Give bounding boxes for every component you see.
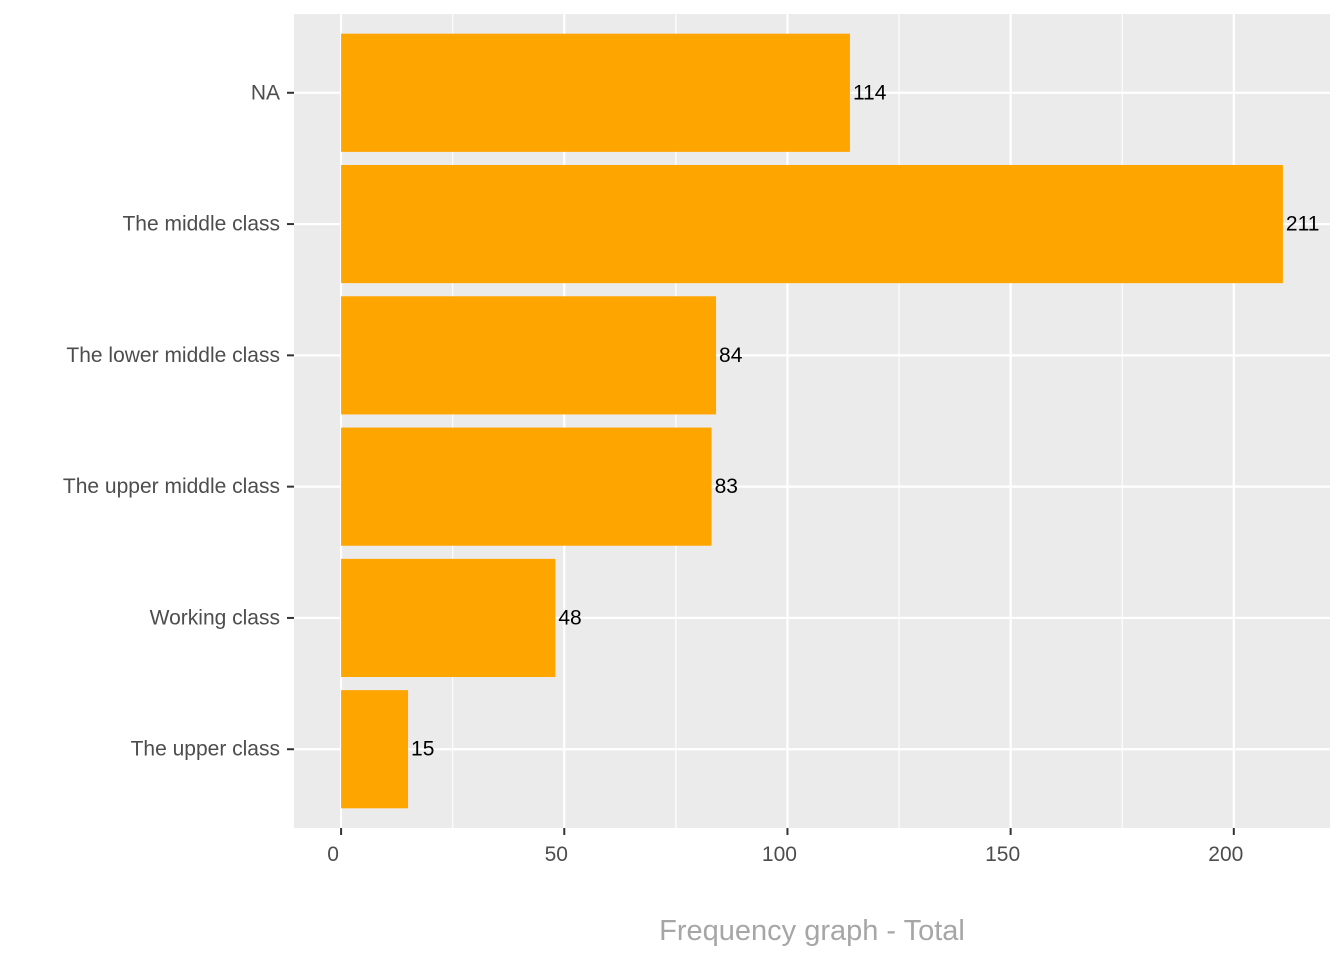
y-tick-label: The middle class [122,213,280,236]
x-tick-label: 150 [985,843,1020,866]
y-tick-label: Working class [150,606,280,629]
bar [341,164,1283,284]
data-label: 114 [853,81,887,104]
x-tick-label: 100 [762,843,797,866]
x-axis-title: Frequency graph - Total [659,915,965,947]
y-tick-label: NA [251,81,280,104]
bar [341,690,409,809]
data-label: 211 [1286,213,1319,236]
data-label: 15 [411,738,434,761]
x-tick-label: 50 [545,843,568,866]
y-tick-label: The upper middle class [63,475,280,498]
y-tick-label: The lower middle class [66,344,280,367]
data-label: 83 [715,475,738,498]
bar [341,427,712,546]
bar [341,33,850,152]
bar [341,558,556,678]
bar [341,296,717,415]
x-tick-label: 0 [327,843,339,866]
y-tick-label: The upper class [131,738,280,761]
data-label: 48 [558,606,581,629]
x-tick-label: 200 [1208,843,1243,866]
data-label: 84 [719,344,743,367]
